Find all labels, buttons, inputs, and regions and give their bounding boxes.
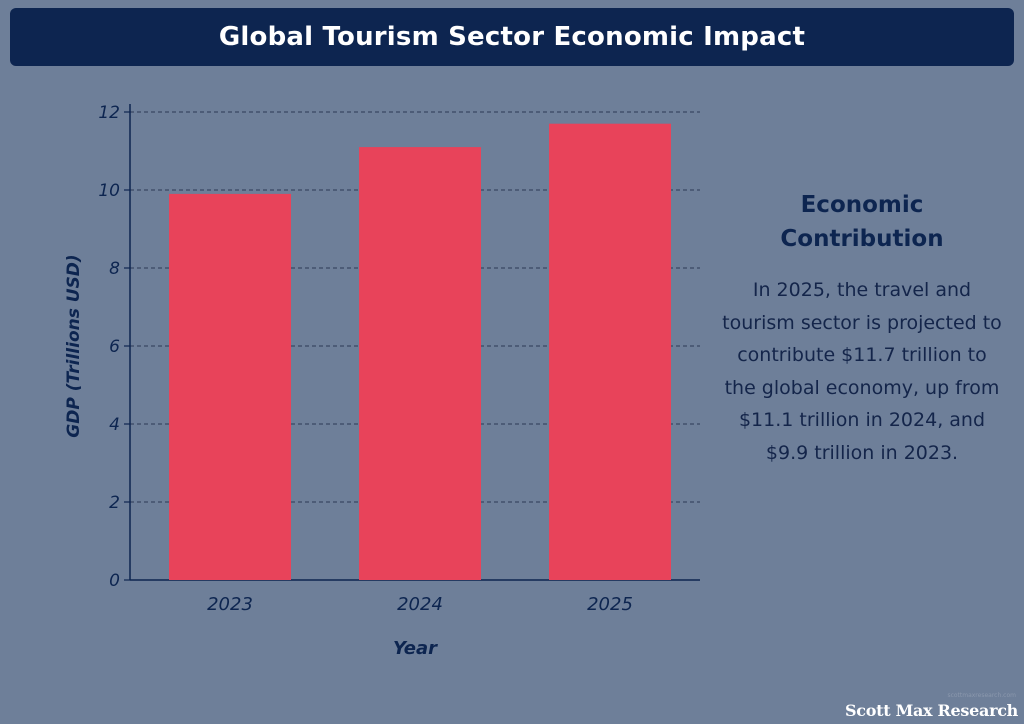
- page-title: Global Tourism Sector Economic Impact: [218, 22, 806, 52]
- bar-2025: [549, 123, 671, 580]
- x-axis-title: Year: [393, 638, 438, 659]
- x-tick-label: 2023: [207, 594, 253, 615]
- economic-contribution-panel: Economic Contribution In 2025, the trave…: [722, 188, 1002, 469]
- y-axis-title: GDP (Trillions USD): [64, 254, 84, 437]
- panel-heading: Economic Contribution: [780, 192, 944, 252]
- title-bar: Global Tourism Sector Economic Impact: [10, 8, 1014, 66]
- y-tick-label: 0: [109, 571, 120, 591]
- y-tick-label: 10: [98, 181, 120, 201]
- y-tick-label: 6: [109, 337, 120, 357]
- y-tick-label: 8: [109, 259, 120, 279]
- x-tick-label: 2024: [397, 594, 443, 615]
- y-tick-label: 2: [109, 493, 120, 513]
- source-url: scottmaxresearch.com: [947, 692, 1016, 699]
- bar-2024: [359, 147, 481, 580]
- y-tick-label: 4: [109, 415, 120, 435]
- x-tick-label: 2025: [587, 594, 633, 615]
- brand-logo: Scott Max Research: [845, 701, 1018, 720]
- y-tick-label: 12: [98, 103, 120, 123]
- bar-2023: [169, 193, 291, 580]
- panel-body: In 2025, the travel and tourism sector i…: [722, 279, 1002, 464]
